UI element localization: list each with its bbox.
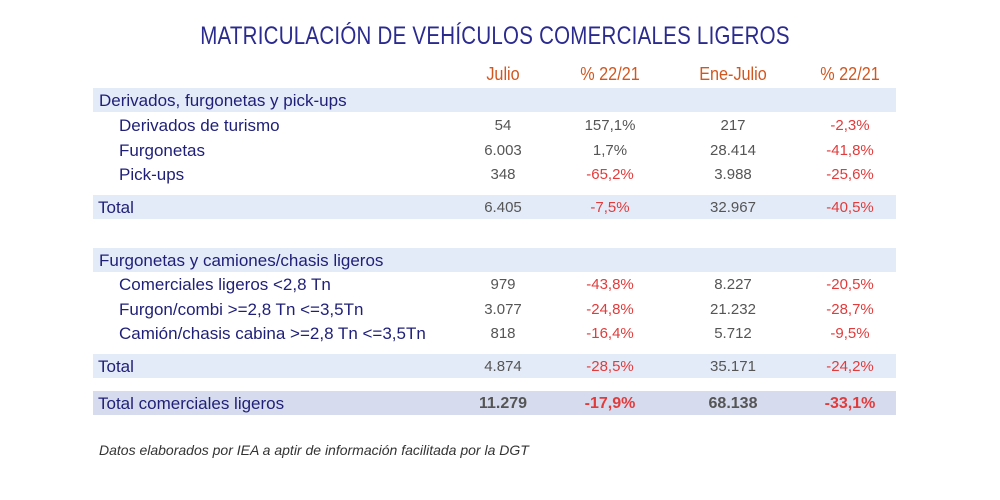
cell-julio: 6.405 [484,199,522,216]
cell-pct-julio: -17,9% [584,395,636,412]
cell-julio: 348 [490,166,516,183]
cell-pct-ene-julio: -25,6% [826,166,874,183]
cell-julio: 3.077 [484,301,522,318]
cell-pct-ene-julio: -40,5% [826,199,874,216]
row-label: Derivados, furgonetas y pick-ups [99,91,347,110]
cell-julio: 818 [490,325,516,342]
row-label: Derivados de turismo [119,116,280,135]
row-band [93,195,896,219]
row-label: Total comerciales ligeros [98,394,285,413]
row-label: Total [98,198,134,217]
cell-pct-ene-julio: -2,3% [830,117,870,134]
cell-pct-ene-julio: -28,7% [826,301,874,318]
column-header-pct-ene-julio: % 22/21 [820,64,880,84]
cell-julio: 4.874 [484,358,522,375]
table-row: Comerciales ligeros <2,8 Tn 979 -43,8% 8.22… [0,272,1000,296]
cell-ene-julio: 32.967 [710,199,756,216]
cell-ene-julio: 3.988 [714,166,752,183]
cell-ene-julio: 68.138 [708,395,758,412]
cell-pct-julio: 157,1% [584,117,636,134]
row-label: Furgonetas y camiones/chasis ligeros [99,251,384,270]
cell-pct-ene-julio: -24,2% [826,358,874,375]
cell-ene-julio: 8.227 [714,276,752,293]
row-band [93,88,896,112]
table-row: Derivados de turismo 54 157,1% 217 -2,3% [0,113,1000,137]
row-band [93,391,896,415]
table-row: Pick-ups 348 -65,2% 3.988 -25,6% [0,162,1000,186]
column-header-julio: Julio [486,64,520,84]
table-row: Furgonetas 6.003 1,7% 28.414 -41,8% [0,138,1000,162]
row-label: Pick-ups [119,165,185,184]
column-header-pct-julio: % 22/21 [580,64,640,84]
column-header-ene-julio: Ene-Julio [699,64,767,84]
cell-pct-julio: 1,7% [592,142,628,159]
cell-julio: 54 [494,117,512,134]
cell-pct-julio: -7,5% [590,199,630,216]
row-label: Comerciales ligeros <2,8 Tn [119,275,331,294]
row-label: Camión/chasis cabina >=2,8 Tn <=3,5Tn [119,324,426,343]
cell-ene-julio: 35.171 [710,358,756,375]
cell-ene-julio: 5.712 [714,325,752,342]
cell-julio: 979 [490,276,516,293]
row-label: Furgon/combi >=2,8 Tn <=3,5Tn [119,300,364,319]
cell-pct-julio: -16,4% [586,325,634,342]
cell-pct-ene-julio: -20,5% [826,276,874,293]
cell-pct-julio: -28,5% [586,358,634,375]
section-heading-row: Derivados, furgonetas y pick-ups [0,88,1000,112]
cell-pct-julio: -43,8% [586,276,634,293]
total-row: Total 4.874 -28,5% 35.171 -24,2% [0,354,1000,378]
cell-ene-julio: 28.414 [710,142,756,159]
table-row: Camión/chasis cabina >=2,8 Tn <=3,5Tn 818… [0,321,1000,345]
cell-pct-julio: -65,2% [586,166,634,183]
row-band [93,354,896,378]
cell-julio: 11.279 [478,395,528,412]
table-row: Furgon/combi >=2,8 Tn <=3,5Tn 3.077 -24,8%… [0,297,1000,321]
cell-pct-ene-julio: -41,8% [826,142,874,159]
row-label: Furgonetas [119,141,205,160]
cell-ene-julio: 217 [720,117,746,134]
cell-pct-ene-julio: -33,1% [824,395,876,412]
section-heading-row: Furgonetas y camiones/chasis ligeros [0,248,1000,272]
cell-ene-julio: 21.232 [710,301,756,318]
source-note: Datos elaborados por IEA a aptir de info… [99,442,529,458]
cell-pct-julio: -24,8% [586,301,634,318]
page-title: MATRICULACIÓN DE VEHÍCULOS COMERCIALES L… [200,22,790,50]
total-row: Total comerciales ligeros 11.279 -17,9% 68.… [0,391,1000,415]
row-label: Total [98,357,134,376]
cell-julio: 6.003 [484,142,522,159]
row-band [93,248,896,272]
cell-pct-ene-julio: -9,5% [830,325,870,342]
total-row: Total 6.405 -7,5% 32.967 -40,5% [0,195,1000,219]
